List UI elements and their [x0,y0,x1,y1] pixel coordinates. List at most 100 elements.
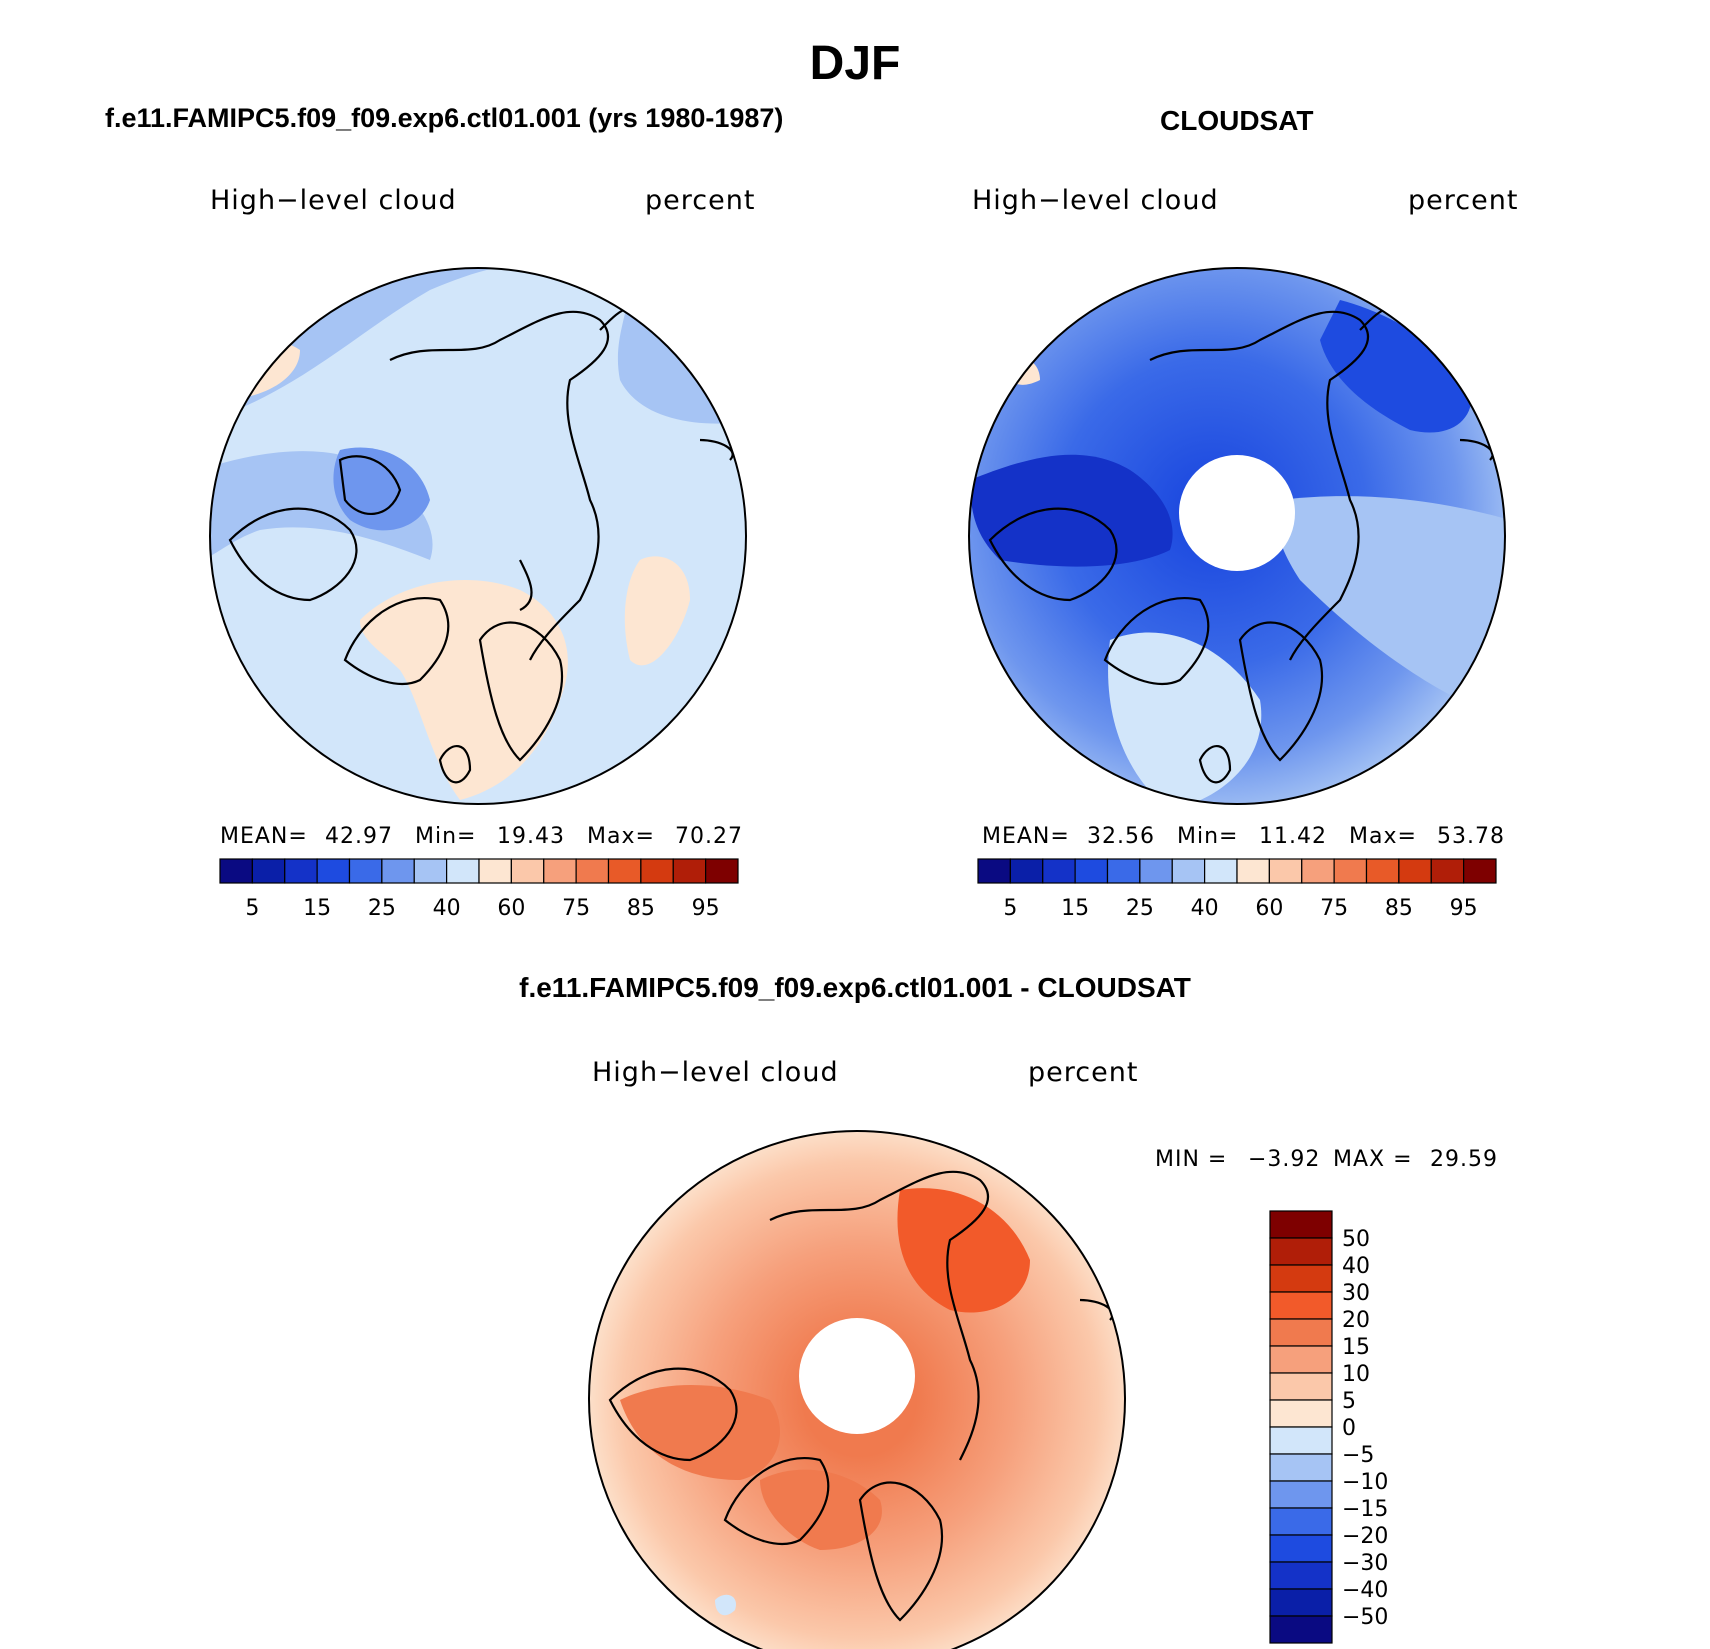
diff-panel-heading: f.e11.FAMIPC5.f09_f09.exp6.ctl01.001 - C… [519,972,1191,1003]
model-colorbar-swatch [413,858,448,884]
model-panel-heading: f.e11.FAMIPC5.f09_f09.exp6.ctl01.001 (yr… [105,103,784,133]
obs-map-border [968,267,1506,805]
diff-colorbar-tick-label: 50 [1342,1227,1370,1252]
obs-colorbar-swatch [1398,858,1432,884]
diff-max-value: 29.59 [1430,1147,1498,1172]
diff-colorbar-tick-label: −15 [1342,1497,1388,1522]
model-colorbar-swatch [381,858,415,884]
obs-colorbar-tick-label: 60 [1255,896,1283,921]
model-colorbar-swatch [640,858,674,884]
diff-colorbar-swatch [1269,1480,1333,1509]
diff-colorbar-swatch [1269,1453,1333,1482]
obs-colorbar-tick-label: 40 [1191,896,1219,921]
diff-pacific-blob [897,1188,1030,1313]
diff-colorbar-tick-label: −50 [1342,1605,1388,1630]
obs-colorbar-swatch [1268,858,1303,884]
diff-variable-label: High−level cloud [592,1057,839,1088]
diff-units-label: percent [1028,1057,1139,1088]
obs-colorbar-swatch [1042,858,1076,884]
diff-colorbar-swatch [1269,1210,1333,1239]
diff-colorbar-swatch [1269,1534,1333,1563]
diff-colorbar-tick-label: 20 [1342,1308,1370,1333]
diff-polar-gap [799,1318,915,1434]
obs-colorbar-swatch [1106,858,1141,884]
obs-mean-value: 32.56 [1087,824,1155,849]
model-colorbar-tick-label: 60 [497,896,525,921]
obs-colorbar-tick-label: 75 [1320,896,1348,921]
diff-negative-blob [715,1594,736,1616]
diff-map [588,1130,1126,1649]
obs-mean-label: MEAN= [982,824,1070,849]
model-colorbar-swatch [446,858,480,884]
obs-coastlines [988,308,1494,784]
obs-variable-label: High−level cloud [972,185,1219,216]
diff-colorbar-tick-label: −5 [1342,1443,1374,1468]
obs-colorbar-swatch [1430,858,1465,884]
model-min-label: Min= [415,824,477,849]
diff-colorbar-tick-label: 0 [1342,1416,1356,1441]
diff-colorbar-tick-label: 15 [1342,1335,1370,1360]
obs-atlantic-light [1108,632,1262,804]
diff-max-label: MAX = [1333,1147,1413,1172]
diff-colorbar-swatch [1269,1264,1333,1293]
obs-min-value: 11.42 [1259,824,1327,849]
obs-colorbar: 5 15 25 40 60 75 85 95 [977,858,1497,921]
model-warm-blob-2 [360,580,568,800]
obs-panel-heading: CLOUDSAT [1160,105,1314,136]
model-colorbar-tick-label: 75 [562,896,590,921]
obs-colorbar-swatch [1365,858,1400,884]
model-colorbar-swatch [251,858,286,884]
model-colorbar-swatch [348,858,383,884]
model-colorbar-swatch [575,858,610,884]
obs-colorbar-tick-label: 85 [1385,896,1413,921]
model-colorbar: 5 15 25 40 60 75 85 95 [219,858,739,921]
obs-colorbar-swatch [1463,858,1497,884]
model-variable-label: High−level cloud [210,185,457,216]
figure-title: DJF [809,37,901,90]
diff-min-label: MIN = [1155,1147,1228,1172]
diff-colorbar-swatch [1269,1507,1333,1536]
obs-colorbar-swatch [1139,858,1173,884]
model-colorbar-swatch [607,858,642,884]
diff-colorbar-swatch [1269,1291,1333,1320]
model-map [209,267,747,805]
diff-colorbar-swatch [1269,1372,1333,1401]
model-warm-blob-3 [624,556,690,666]
obs-colorbar-swatch [1009,858,1044,884]
diff-greenland-blob [760,1469,882,1550]
model-colorbar-swatch [478,858,512,884]
diff-map-border [588,1130,1126,1649]
model-units-label: percent [645,185,756,216]
model-colorbar-tick-label: 25 [368,896,396,921]
obs-pacific-blob [1320,300,1472,433]
diff-colorbar-swatch [1269,1318,1333,1347]
model-colorbar-swatch [672,858,707,884]
obs-colorbar-swatch [1301,858,1335,884]
obs-colorbar-swatch [977,858,1011,884]
model-colorbar-swatch [316,858,351,884]
diff-colorbar-tick-label: −30 [1342,1551,1388,1576]
obs-min-label: Min= [1177,824,1239,849]
model-max-value: 70.27 [675,824,743,849]
obs-max-label: Max= [1349,824,1417,849]
diff-colorbar-swatch [1269,1588,1333,1617]
model-coastlines [228,308,734,784]
diff-colorbar-tick-label: 30 [1342,1281,1370,1306]
obs-colorbar-swatch [1074,858,1109,884]
model-max-label: Max= [587,824,655,849]
model-colorbar-tick-label: 95 [692,896,720,921]
model-colorbar-tick-label: 5 [245,896,259,921]
model-colorbar-swatch [284,858,318,884]
diff-min-value: −3.92 [1248,1147,1321,1172]
obs-colorbar-tick-label: 25 [1126,896,1154,921]
diff-colorbar-swatch [1269,1561,1333,1590]
model-mean-value: 42.97 [325,824,393,849]
diff-colorbar-swatch [1269,1237,1333,1266]
model-min-value: 19.43 [497,824,565,849]
obs-colorbar-swatch [1236,858,1270,884]
model-colorbar-tick-label: 85 [627,896,655,921]
obs-colorbar-tick-label: 15 [1061,896,1089,921]
model-map-border [209,267,747,805]
obs-colorbar-swatch [1333,858,1368,884]
diff-colorbar-tick-label: 5 [1342,1389,1356,1414]
